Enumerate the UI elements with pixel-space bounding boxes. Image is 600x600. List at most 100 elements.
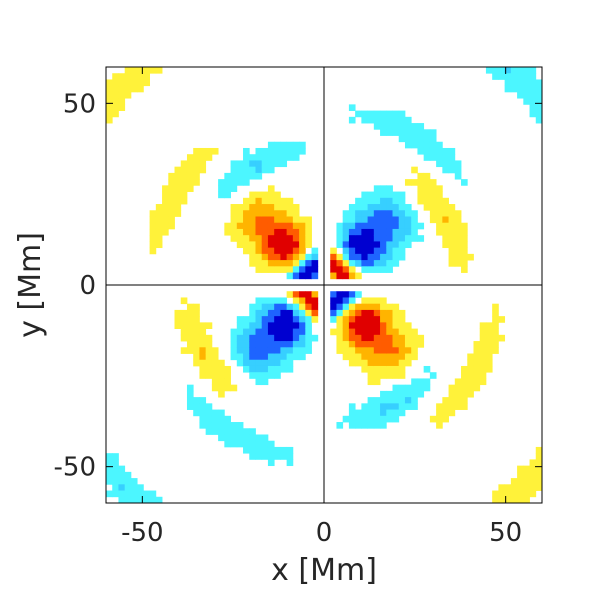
heatmap-cell (280, 322, 288, 329)
heatmap-cell (355, 409, 362, 417)
heatmap-cell (380, 297, 387, 305)
heatmap-cell (355, 316, 362, 323)
heatmap-cell (186, 172, 194, 180)
heatmap-cell (492, 490, 499, 498)
heatmap-cell (280, 160, 288, 168)
heatmap-cell (243, 328, 250, 336)
heatmap-cell (280, 241, 288, 249)
heatmap-cell (199, 415, 207, 423)
heatmap-cell (448, 247, 456, 255)
heatmap-cell (112, 465, 119, 473)
heatmap-cell (224, 222, 231, 230)
heatmap-cell (330, 247, 337, 255)
heatmap-cell (267, 216, 275, 224)
heatmap-cell (336, 297, 344, 305)
heatmap-cell (386, 110, 393, 118)
heatmap-cell (236, 222, 244, 230)
heatmap-cell (386, 328, 393, 336)
heatmap-cell (523, 490, 530, 498)
heatmap-cell (255, 328, 263, 336)
heatmap-cell (199, 353, 207, 361)
heatmap-cell (280, 453, 288, 460)
heatmap-cell (230, 166, 238, 174)
heatmap-cell (186, 390, 194, 398)
heatmap-cell (411, 397, 418, 404)
heatmap-cell (398, 341, 406, 348)
heatmap-cell (517, 490, 524, 498)
heatmap-cell (467, 353, 474, 361)
heatmap-cell (348, 210, 356, 217)
heatmap-cell (348, 222, 356, 230)
heatmap-cell (236, 359, 244, 367)
heatmap-cell (267, 359, 275, 367)
heatmap-cell (380, 309, 387, 317)
heatmap-cell (436, 141, 443, 149)
heatmap-cell (404, 204, 412, 211)
heatmap-cell (286, 446, 294, 454)
heatmap-cell (193, 147, 200, 155)
heatmap-cell (274, 141, 281, 149)
heatmap-cell (442, 235, 449, 242)
heatmap-cell (510, 79, 518, 87)
heatmap-cell (448, 210, 456, 217)
heatmap-cell (535, 471, 543, 479)
heatmap-cell (436, 147, 443, 155)
heatmap-cell (267, 316, 275, 323)
heatmap-cell (380, 185, 387, 192)
heatmap-cell (130, 67, 138, 74)
heatmap-cell (149, 210, 157, 217)
heatmap-cell (255, 154, 263, 161)
heatmap-cell (380, 347, 387, 354)
heatmap-cell (205, 147, 213, 155)
heatmap-cell (118, 465, 126, 473)
heatmap-cell (392, 241, 400, 249)
heatmap-cell (193, 353, 200, 361)
heatmap-cell (361, 341, 368, 348)
heatmap-cell (355, 260, 362, 267)
heatmap-cell (342, 309, 350, 317)
heatmap-cell (529, 79, 537, 87)
heatmap-cell (461, 365, 468, 373)
heatmap-cell (417, 185, 425, 192)
heatmap-cell (355, 272, 362, 280)
heatmap-cell (342, 260, 350, 267)
heatmap-cell (398, 328, 406, 336)
heatmap-cell (274, 372, 281, 379)
heatmap-cell (230, 347, 238, 354)
heatmap-cell (261, 440, 269, 448)
heatmap-cell (342, 334, 350, 342)
heatmap-cell (392, 322, 400, 329)
heatmap-cell (336, 341, 344, 348)
heatmap-cell (186, 347, 194, 354)
heatmap-cell (336, 235, 344, 242)
heatmap-cell (535, 478, 543, 485)
heatmap-cell (243, 166, 250, 174)
heatmap-cell (199, 359, 207, 367)
heatmap-cell (355, 353, 362, 361)
heatmap-cell (473, 353, 481, 361)
heatmap-cell (292, 291, 300, 298)
heatmap-cell (386, 359, 393, 367)
heatmap-cell (380, 222, 387, 230)
heatmap-cell (361, 266, 368, 273)
heatmap-cell (261, 235, 269, 242)
heatmap-cell (224, 372, 231, 379)
heatmap-cell (112, 98, 119, 105)
heatmap-cell (386, 403, 393, 410)
heatmap-cell (249, 446, 256, 454)
heatmap-cell (404, 179, 412, 186)
heatmap-cell (162, 185, 169, 192)
heatmap-cell (249, 166, 256, 174)
heatmap-cell (436, 191, 443, 199)
heatmap-cell (236, 422, 244, 429)
heatmap-cell (529, 104, 537, 111)
heatmap-cell (373, 228, 381, 236)
heatmap-cell (454, 397, 462, 404)
heatmap-cell (118, 98, 126, 105)
heatmap-cell (523, 85, 530, 93)
heatmap-cell (261, 197, 269, 205)
heatmap-cell (174, 204, 182, 211)
heatmap-cell (367, 235, 375, 242)
heatmap-cell (473, 359, 481, 367)
heatmap-cell (224, 415, 231, 423)
